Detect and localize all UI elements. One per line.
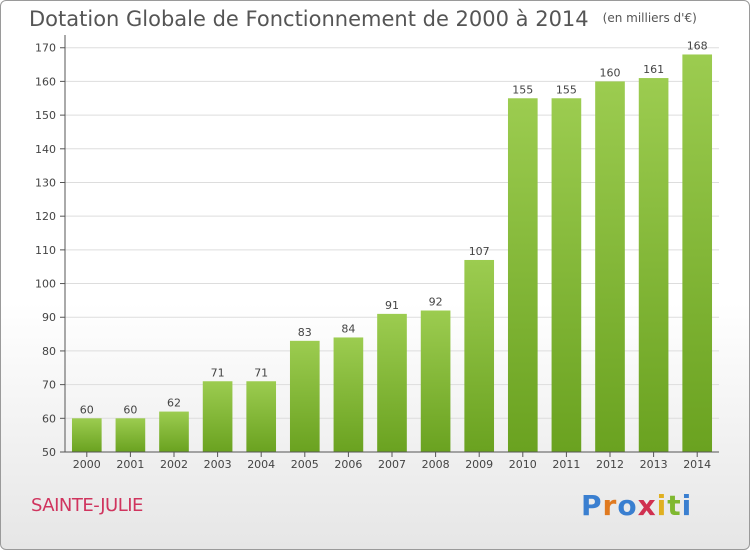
bar-value-label: 91: [385, 299, 399, 312]
y-tick-label: 140: [35, 143, 56, 156]
x-tick-label: 2004: [247, 458, 275, 471]
y-tick-label: 160: [35, 75, 56, 88]
bar-value-label: 62: [167, 397, 181, 410]
axes: 50 60 70 80 90 100 110 120 130 140 150 160 170 2000 20…: [35, 35, 719, 471]
y-tick-label: 130: [35, 176, 56, 189]
bar: [115, 418, 146, 452]
bar: [507, 98, 538, 452]
brand-letter: r: [602, 489, 618, 522]
bar: [289, 340, 320, 452]
x-tick-label: 2000: [73, 458, 101, 471]
y-tick-label: 150: [35, 109, 56, 122]
y-tick-label: 70: [42, 379, 56, 392]
brand-letter: i: [656, 489, 668, 522]
x-tick-label: 2009: [465, 458, 493, 471]
x-tick-label: 2011: [552, 458, 580, 471]
bar: [159, 411, 189, 452]
bar: [333, 337, 364, 452]
y-tick-label: 120: [35, 210, 56, 223]
bar-value-label: 161: [643, 63, 664, 76]
y-tick-label: 50: [42, 446, 56, 459]
y-tick-label: 60: [42, 412, 56, 425]
bar-value-label: 155: [556, 83, 577, 96]
bar: [595, 81, 625, 452]
bar: [682, 54, 713, 453]
bar-value-label: 107: [469, 245, 490, 258]
bar: [420, 310, 451, 452]
x-tick-label: 2005: [291, 458, 319, 471]
y-tick-label: 170: [35, 42, 56, 55]
brand-letter: i: [681, 489, 693, 522]
x-tick-label: 2002: [160, 458, 188, 471]
x-tick-label: 2003: [204, 458, 232, 471]
y-tick-label: 110: [35, 244, 56, 257]
bar: [464, 259, 495, 452]
bar-value-label: 160: [600, 66, 621, 79]
y-tick-label: 100: [35, 278, 56, 291]
y-tick-label: 80: [42, 345, 56, 358]
bar-value-label: 155: [512, 83, 533, 96]
x-tick-label: 2013: [640, 458, 668, 471]
bar-value-label: 71: [211, 366, 225, 379]
bars: [71, 54, 713, 453]
brand-letter: t: [667, 489, 682, 522]
bar-value-label: 92: [429, 296, 443, 309]
brand-letter: x: [637, 489, 657, 522]
x-tick-label: 2007: [378, 458, 406, 471]
value-labels: 60 60 62 71 71 83 84 91 92 107 155 155 160 161 168: [80, 39, 708, 416]
x-tick-label: 2001: [116, 458, 144, 471]
brand-letter: o: [617, 489, 638, 522]
chart-subtitle: (en milliers d'€): [602, 11, 697, 25]
x-tick-label: 2010: [509, 458, 537, 471]
x-tick-label: 2014: [683, 458, 711, 471]
x-tick-label: 2008: [422, 458, 450, 471]
bar-value-label: 84: [341, 322, 355, 335]
bar: [551, 98, 582, 452]
brand-logo: Proxiti: [581, 489, 692, 522]
bar: [638, 78, 669, 453]
x-tick-label: 2012: [596, 458, 624, 471]
bar: [71, 418, 102, 452]
bar: [246, 381, 277, 452]
chart-title-text: Dotation Globale de Fonctionnement de 20…: [29, 7, 589, 31]
city-name: SAINTE-JULIE: [31, 495, 143, 516]
chart-title: Dotation Globale de Fonctionnement de 20…: [29, 7, 697, 31]
bar: [377, 313, 407, 452]
bar-value-label: 168: [687, 39, 708, 52]
bar-value-label: 60: [80, 403, 94, 416]
bar: [202, 381, 233, 452]
bar-value-label: 60: [123, 403, 137, 416]
x-tick-label: 2006: [334, 458, 362, 471]
bar-value-label: 83: [298, 326, 312, 339]
brand-letter: P: [581, 489, 603, 522]
y-tick-label: 90: [42, 311, 56, 324]
bar-value-label: 71: [254, 366, 268, 379]
